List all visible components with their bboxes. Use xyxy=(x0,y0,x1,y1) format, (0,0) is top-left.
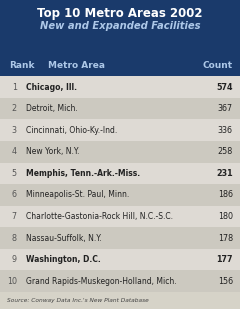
Text: 156: 156 xyxy=(218,277,233,286)
Text: 4: 4 xyxy=(12,147,17,156)
Text: Memphis, Tenn.-Ark.-Miss.: Memphis, Tenn.-Ark.-Miss. xyxy=(26,169,141,178)
Text: New and Expanded Facilities: New and Expanded Facilities xyxy=(40,21,200,31)
Text: 3: 3 xyxy=(12,126,17,135)
Text: Minneapolis-St. Paul, Minn.: Minneapolis-St. Paul, Minn. xyxy=(26,190,130,199)
FancyBboxPatch shape xyxy=(0,206,240,227)
Text: 186: 186 xyxy=(218,190,233,199)
Text: 180: 180 xyxy=(218,212,233,221)
Text: 177: 177 xyxy=(216,255,233,264)
Text: 258: 258 xyxy=(217,147,233,156)
Text: Count: Count xyxy=(203,61,233,70)
Text: Washington, D.C.: Washington, D.C. xyxy=(26,255,101,264)
Text: 574: 574 xyxy=(216,83,233,91)
Text: 7: 7 xyxy=(12,212,17,221)
Text: Metro Area: Metro Area xyxy=(48,61,105,70)
FancyBboxPatch shape xyxy=(0,227,240,249)
Text: 336: 336 xyxy=(218,126,233,135)
Text: Grand Rapids-Muskegon-Holland, Mich.: Grand Rapids-Muskegon-Holland, Mich. xyxy=(26,277,177,286)
FancyBboxPatch shape xyxy=(0,270,240,292)
Text: Top 10 Metro Areas 2002: Top 10 Metro Areas 2002 xyxy=(37,7,203,20)
Text: Source: Conway Data Inc.'s New Plant Database: Source: Conway Data Inc.'s New Plant Dat… xyxy=(7,298,149,303)
Text: Chicago, Ill.: Chicago, Ill. xyxy=(26,83,77,91)
Text: 231: 231 xyxy=(216,169,233,178)
Text: 1: 1 xyxy=(12,83,17,91)
Text: 10: 10 xyxy=(7,277,17,286)
Text: 9: 9 xyxy=(12,255,17,264)
Text: Charlotte-Gastonia-Rock Hill, N.C.-S.C.: Charlotte-Gastonia-Rock Hill, N.C.-S.C. xyxy=(26,212,173,221)
FancyBboxPatch shape xyxy=(0,54,240,76)
FancyBboxPatch shape xyxy=(0,0,240,54)
Text: Rank: Rank xyxy=(10,61,35,70)
FancyBboxPatch shape xyxy=(0,184,240,206)
Text: New York, N.Y.: New York, N.Y. xyxy=(26,147,80,156)
Text: 2: 2 xyxy=(12,104,17,113)
Text: 8: 8 xyxy=(12,234,17,243)
FancyBboxPatch shape xyxy=(0,76,240,98)
FancyBboxPatch shape xyxy=(0,120,240,141)
FancyBboxPatch shape xyxy=(0,141,240,163)
FancyBboxPatch shape xyxy=(0,98,240,120)
Text: Cincinnati, Ohio-Ky.-Ind.: Cincinnati, Ohio-Ky.-Ind. xyxy=(26,126,118,135)
FancyBboxPatch shape xyxy=(0,249,240,270)
Text: 178: 178 xyxy=(218,234,233,243)
Text: 367: 367 xyxy=(218,104,233,113)
Text: Detroit, Mich.: Detroit, Mich. xyxy=(26,104,78,113)
FancyBboxPatch shape xyxy=(0,163,240,184)
Text: 5: 5 xyxy=(12,169,17,178)
Text: Nassau-Suffolk, N.Y.: Nassau-Suffolk, N.Y. xyxy=(26,234,102,243)
Text: 6: 6 xyxy=(12,190,17,199)
